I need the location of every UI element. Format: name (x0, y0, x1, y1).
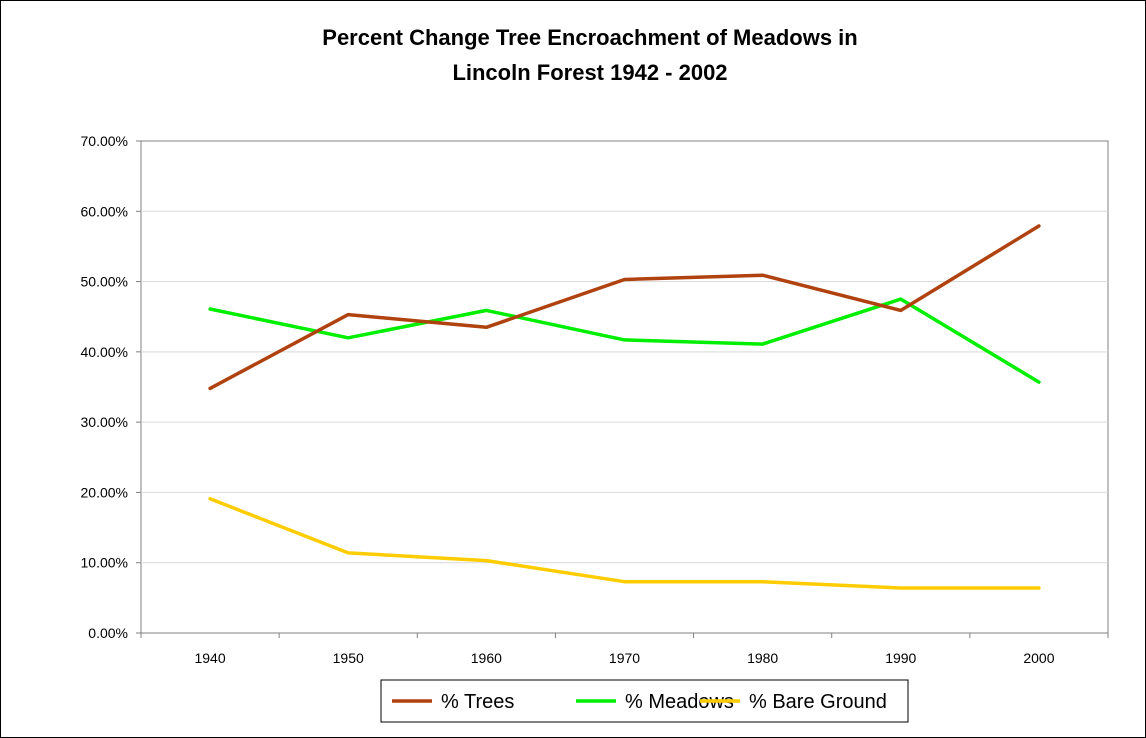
legend-label: % Bare Ground (749, 691, 887, 713)
y-tick-label: 20.00% (81, 484, 128, 500)
y-tick-label: 10.00% (81, 555, 128, 571)
chart-subtitle: Lincoln Forest 1942 - 2002 (452, 60, 727, 85)
chart-title: Percent Change Tree Encroachment of Mead… (322, 25, 857, 50)
legend-label: % Trees (441, 691, 514, 713)
x-tick-label: 1990 (885, 650, 916, 666)
plot-background (141, 141, 1108, 633)
y-tick-label: 30.00% (81, 414, 128, 430)
x-tick-label: 1970 (609, 650, 640, 666)
legend: % Trees% Meadows% Bare Ground (381, 680, 908, 722)
x-tick-label: 1960 (471, 650, 502, 666)
x-tick-label: 1940 (194, 650, 225, 666)
y-tick-label: 0.00% (88, 625, 128, 641)
y-tick-label: 40.00% (81, 344, 128, 360)
x-tick-label: 1980 (747, 650, 778, 666)
y-tick-label: 60.00% (81, 203, 128, 219)
x-tick-label: 2000 (1023, 650, 1054, 666)
y-tick-label: 70.00% (81, 133, 128, 149)
y-tick-label: 50.00% (81, 274, 128, 290)
plot-area: 0.00% 10.00% 20.00% 30.00% 40.00% 50.00% 60.00… (81, 133, 1108, 666)
x-tick-label: 1950 (333, 650, 364, 666)
